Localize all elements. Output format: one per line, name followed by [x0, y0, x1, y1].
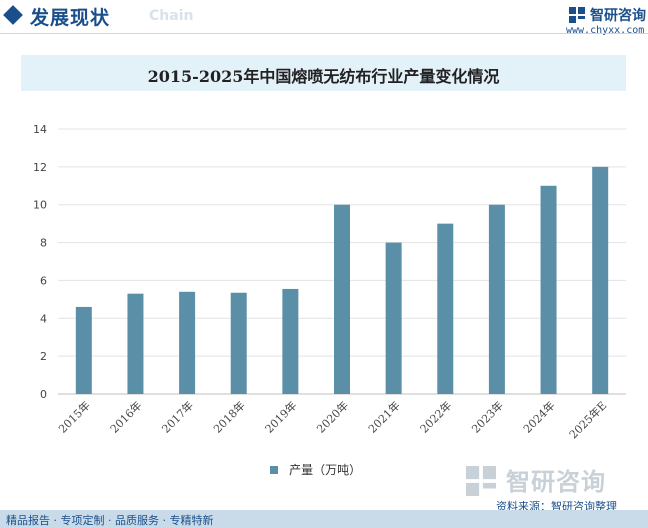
- chyxx-logo-icon: [569, 7, 585, 23]
- x-tick-label: 2025年E: [566, 398, 609, 441]
- x-tick-labels: 2015年 2016年 2017年 2018年 2019年 2020年 2021年 2022年…: [55, 398, 609, 441]
- source-note: 资料来源：智研咨询整理: [496, 500, 617, 513]
- y-tick-label: 6: [40, 274, 47, 287]
- y-tick-label: 0: [40, 388, 47, 401]
- x-tick-label: 2024年: [520, 398, 557, 435]
- brand-url: www.chyxx.com: [566, 25, 645, 36]
- x-tick-label: 2016年: [107, 398, 144, 435]
- page-header: 发展现状 Chain 智研咨询 www.chyxx.com: [0, 0, 648, 38]
- y-tick-label: 12: [33, 161, 47, 174]
- legend-swatch: [270, 465, 278, 474]
- bar: [75, 306, 92, 394]
- x-tick-label: 2015年: [55, 398, 92, 435]
- bar: [179, 291, 196, 394]
- bar: [488, 204, 505, 394]
- brand-logo-text: 智研咨询: [590, 8, 646, 24]
- section-subtitle: Chain: [149, 8, 194, 24]
- chart-title: 2015-2025年中国熔喷无纺布行业产量变化情况: [147, 67, 500, 86]
- section-title: 发展现状: [30, 7, 111, 29]
- x-tick-label: 2017年: [159, 398, 196, 435]
- legend-label: 产量（万吨）: [289, 463, 362, 477]
- chyxx-watermark-icon: [466, 466, 496, 496]
- legend: 产量（万吨）: [270, 459, 362, 477]
- bar: [230, 292, 247, 394]
- bar: [437, 223, 454, 394]
- y-tick-label: 14: [33, 123, 47, 136]
- y-tick-labels: 0 2 4 6 8 10 12 14: [33, 123, 47, 401]
- x-tick-label: 2022年: [417, 398, 454, 435]
- header-divider: [0, 33, 648, 34]
- bar: [282, 288, 299, 394]
- x-tick-label: 2023年: [469, 398, 506, 435]
- x-tick-label: 2019年: [262, 398, 299, 435]
- y-tick-label: 2: [40, 350, 47, 363]
- page-footer: 精品报告 · 专项定制 · 品质服务 · 专精特新: [0, 510, 648, 528]
- chart-title-band: 2015-2025年中国熔喷无纺布行业产量变化情况: [21, 55, 626, 91]
- y-tick-label: 10: [33, 199, 47, 212]
- bar: [334, 204, 350, 394]
- y-tick-label: 4: [40, 312, 47, 325]
- y-tick-label: 8: [40, 237, 47, 250]
- x-tick-label: 2018年: [210, 398, 247, 435]
- bar: [592, 166, 609, 394]
- watermark-logo-text: 智研咨询: [506, 468, 606, 496]
- bar: [127, 293, 144, 394]
- footer-text: 精品报告 · 专项定制 · 品质服务 · 专精特新: [6, 514, 214, 527]
- x-tick-label: 2020年: [314, 398, 351, 435]
- x-tick-label: 2021年: [365, 398, 402, 435]
- bar: [540, 185, 557, 394]
- bars: [75, 166, 609, 394]
- bar: [385, 242, 402, 394]
